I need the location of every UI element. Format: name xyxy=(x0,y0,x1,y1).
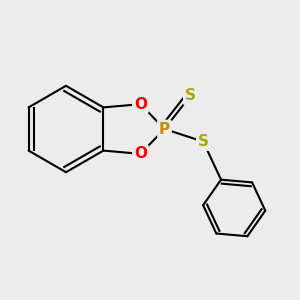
Text: P: P xyxy=(159,122,170,136)
Text: S: S xyxy=(185,88,196,104)
Text: S: S xyxy=(198,134,209,149)
Text: O: O xyxy=(134,97,147,112)
Text: O: O xyxy=(134,146,147,161)
